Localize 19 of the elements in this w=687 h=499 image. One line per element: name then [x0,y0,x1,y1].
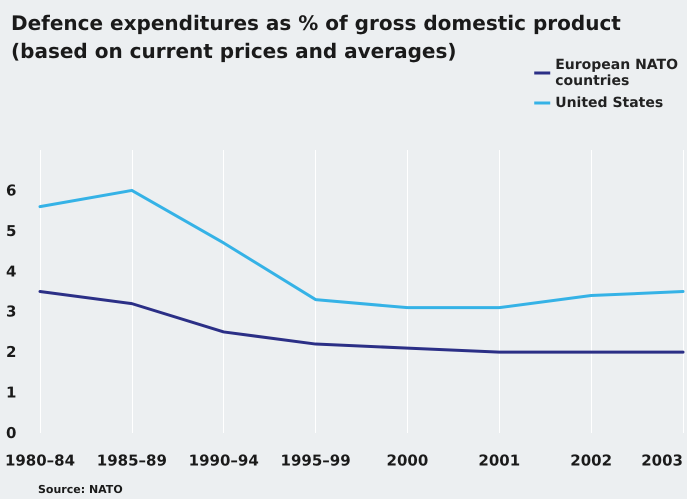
y-tick-label: 4 [6,262,16,280]
line-series [38,188,684,310]
x-tick-label: 1995–99 [280,452,351,470]
line-series [38,290,684,354]
legend-label: United States [555,95,664,111]
y-tick-label: 1 [6,384,16,402]
y-tick-label: 0 [6,424,16,442]
y-tick-label: 6 [6,181,16,200]
x-tick-label: 1985–89 [96,452,167,470]
y-tick-label: 3 [6,302,16,321]
x-tick-label: 2003 [641,452,683,470]
source-note: Source: NATO [38,483,123,496]
x-tick-label: 1980–84 [4,452,76,470]
x-tick-label: 2001 [478,452,520,470]
x-tick-label: 2002 [570,452,612,470]
x-tick-label: 2000 [386,452,428,470]
y-tick-label: 2 [6,343,16,362]
y-tick-label: 5 [6,222,16,240]
x-tick-label: 1990–94 [188,452,259,470]
